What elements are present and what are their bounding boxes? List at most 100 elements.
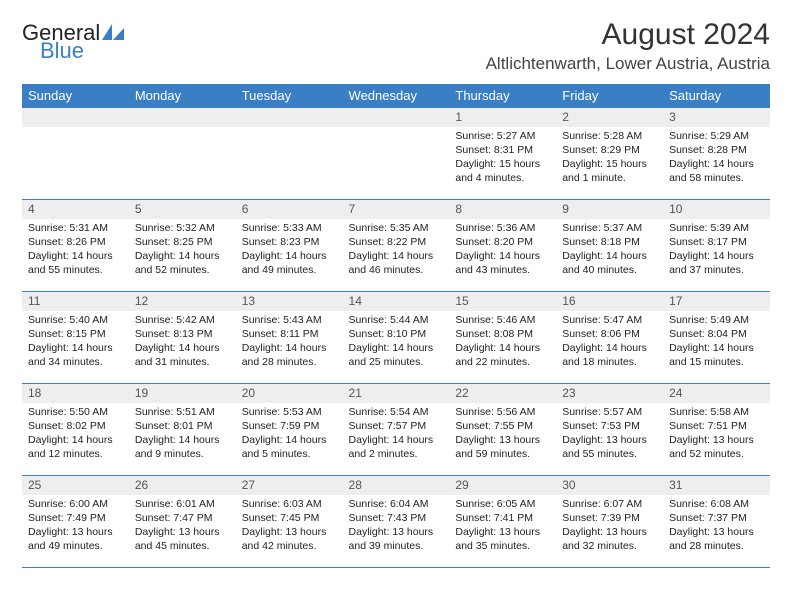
day-number: 9 — [556, 200, 663, 219]
calendar-cell — [22, 108, 129, 200]
day-number: 24 — [663, 384, 770, 403]
sunset-line: Sunset: 7:41 PM — [455, 512, 550, 525]
daylight-line1: Daylight: 14 hours — [562, 250, 657, 263]
cell-body: Sunrise: 6:08 AMSunset: 7:37 PMDaylight:… — [663, 495, 770, 559]
sunrise-line: Sunrise: 5:56 AM — [455, 406, 550, 419]
sunset-line: Sunset: 7:49 PM — [28, 512, 123, 525]
day-number-empty — [129, 108, 236, 127]
daylight-line2: and 52 minutes. — [669, 448, 764, 461]
cell-body: Sunrise: 5:32 AMSunset: 8:25 PMDaylight:… — [129, 219, 236, 283]
calendar-cell: 8Sunrise: 5:36 AMSunset: 8:20 PMDaylight… — [449, 200, 556, 292]
day-number: 4 — [22, 200, 129, 219]
location: Altlichtenwarth, Lower Austria, Austria — [486, 54, 770, 74]
daylight-line2: and 55 minutes. — [562, 448, 657, 461]
daylight-line2: and 32 minutes. — [562, 540, 657, 553]
daylight-line1: Daylight: 14 hours — [349, 250, 444, 263]
sunset-line: Sunset: 8:20 PM — [455, 236, 550, 249]
sunset-line: Sunset: 8:08 PM — [455, 328, 550, 341]
calendar-cell: 6Sunrise: 5:33 AMSunset: 8:23 PMDaylight… — [236, 200, 343, 292]
daylight-line1: Daylight: 13 hours — [562, 434, 657, 447]
sunrise-line: Sunrise: 5:36 AM — [455, 222, 550, 235]
sunset-line: Sunset: 8:06 PM — [562, 328, 657, 341]
sunrise-line: Sunrise: 5:46 AM — [455, 314, 550, 327]
daylight-line2: and 25 minutes. — [349, 356, 444, 369]
daylight-line1: Daylight: 15 hours — [562, 158, 657, 171]
day-number: 3 — [663, 108, 770, 127]
cell-body: Sunrise: 5:46 AMSunset: 8:08 PMDaylight:… — [449, 311, 556, 375]
daylight-line1: Daylight: 14 hours — [242, 250, 337, 263]
cell-body: Sunrise: 6:04 AMSunset: 7:43 PMDaylight:… — [343, 495, 450, 559]
cell-body: Sunrise: 5:51 AMSunset: 8:01 PMDaylight:… — [129, 403, 236, 467]
calendar-cell: 26Sunrise: 6:01 AMSunset: 7:47 PMDayligh… — [129, 476, 236, 568]
daylight-line1: Daylight: 13 hours — [562, 526, 657, 539]
cell-body: Sunrise: 6:05 AMSunset: 7:41 PMDaylight:… — [449, 495, 556, 559]
calendar-cell: 18Sunrise: 5:50 AMSunset: 8:02 PMDayligh… — [22, 384, 129, 476]
cell-body: Sunrise: 5:54 AMSunset: 7:57 PMDaylight:… — [343, 403, 450, 467]
cell-body: Sunrise: 6:03 AMSunset: 7:45 PMDaylight:… — [236, 495, 343, 559]
calendar-cell: 7Sunrise: 5:35 AMSunset: 8:22 PMDaylight… — [343, 200, 450, 292]
calendar-body: 1Sunrise: 5:27 AMSunset: 8:31 PMDaylight… — [22, 108, 770, 568]
calendar-cell: 29Sunrise: 6:05 AMSunset: 7:41 PMDayligh… — [449, 476, 556, 568]
sunrise-line: Sunrise: 5:40 AM — [28, 314, 123, 327]
sunrise-line: Sunrise: 5:50 AM — [28, 406, 123, 419]
cell-body: Sunrise: 5:53 AMSunset: 7:59 PMDaylight:… — [236, 403, 343, 467]
daylight-line2: and 15 minutes. — [669, 356, 764, 369]
day-number: 17 — [663, 292, 770, 311]
sunrise-line: Sunrise: 5:28 AM — [562, 130, 657, 143]
daylight-line2: and 35 minutes. — [455, 540, 550, 553]
cell-body: Sunrise: 5:28 AMSunset: 8:29 PMDaylight:… — [556, 127, 663, 191]
calendar-row: 11Sunrise: 5:40 AMSunset: 8:15 PMDayligh… — [22, 292, 770, 384]
cell-body: Sunrise: 5:50 AMSunset: 8:02 PMDaylight:… — [22, 403, 129, 467]
sunrise-line: Sunrise: 6:08 AM — [669, 498, 764, 511]
calendar-cell: 27Sunrise: 6:03 AMSunset: 7:45 PMDayligh… — [236, 476, 343, 568]
sunrise-line: Sunrise: 6:00 AM — [28, 498, 123, 511]
daylight-line2: and 31 minutes. — [135, 356, 230, 369]
calendar-cell: 24Sunrise: 5:58 AMSunset: 7:51 PMDayligh… — [663, 384, 770, 476]
daylight-line2: and 37 minutes. — [669, 264, 764, 277]
sunset-line: Sunset: 8:11 PM — [242, 328, 337, 341]
calendar-cell: 9Sunrise: 5:37 AMSunset: 8:18 PMDaylight… — [556, 200, 663, 292]
daylight-line1: Daylight: 15 hours — [455, 158, 550, 171]
sunset-line: Sunset: 8:26 PM — [28, 236, 123, 249]
calendar-cell: 28Sunrise: 6:04 AMSunset: 7:43 PMDayligh… — [343, 476, 450, 568]
daylight-line1: Daylight: 13 hours — [669, 434, 764, 447]
daylight-line2: and 59 minutes. — [455, 448, 550, 461]
calendar-cell: 25Sunrise: 6:00 AMSunset: 7:49 PMDayligh… — [22, 476, 129, 568]
sunrise-line: Sunrise: 5:31 AM — [28, 222, 123, 235]
daylight-line1: Daylight: 14 hours — [455, 250, 550, 263]
calendar-cell: 16Sunrise: 5:47 AMSunset: 8:06 PMDayligh… — [556, 292, 663, 384]
day-number: 21 — [343, 384, 450, 403]
cell-body: Sunrise: 5:42 AMSunset: 8:13 PMDaylight:… — [129, 311, 236, 375]
sunrise-line: Sunrise: 5:35 AM — [349, 222, 444, 235]
calendar-cell: 11Sunrise: 5:40 AMSunset: 8:15 PMDayligh… — [22, 292, 129, 384]
sunset-line: Sunset: 8:29 PM — [562, 144, 657, 157]
daylight-line1: Daylight: 14 hours — [562, 342, 657, 355]
daylight-line2: and 34 minutes. — [28, 356, 123, 369]
sunset-line: Sunset: 7:43 PM — [349, 512, 444, 525]
daylight-line1: Daylight: 14 hours — [135, 434, 230, 447]
daylight-line1: Daylight: 13 hours — [455, 434, 550, 447]
calendar-cell: 10Sunrise: 5:39 AMSunset: 8:17 PMDayligh… — [663, 200, 770, 292]
calendar-row: 18Sunrise: 5:50 AMSunset: 8:02 PMDayligh… — [22, 384, 770, 476]
logo-text-block: General Blue — [22, 22, 124, 62]
sunrise-line: Sunrise: 5:44 AM — [349, 314, 444, 327]
daylight-line1: Daylight: 14 hours — [349, 342, 444, 355]
sunset-line: Sunset: 8:15 PM — [28, 328, 123, 341]
dayhead-sun: Sunday — [22, 84, 129, 108]
sunset-line: Sunset: 7:53 PM — [562, 420, 657, 433]
logo: General Blue — [22, 18, 124, 62]
sunrise-line: Sunrise: 5:39 AM — [669, 222, 764, 235]
daylight-line2: and 28 minutes. — [242, 356, 337, 369]
calendar-cell: 30Sunrise: 6:07 AMSunset: 7:39 PMDayligh… — [556, 476, 663, 568]
daylight-line1: Daylight: 14 hours — [242, 342, 337, 355]
cell-body: Sunrise: 5:33 AMSunset: 8:23 PMDaylight:… — [236, 219, 343, 283]
dayhead-mon: Monday — [129, 84, 236, 108]
calendar-cell: 3Sunrise: 5:29 AMSunset: 8:28 PMDaylight… — [663, 108, 770, 200]
cell-body: Sunrise: 5:56 AMSunset: 7:55 PMDaylight:… — [449, 403, 556, 467]
sunset-line: Sunset: 8:01 PM — [135, 420, 230, 433]
day-number: 27 — [236, 476, 343, 495]
calendar-cell — [343, 108, 450, 200]
daylight-line1: Daylight: 14 hours — [28, 250, 123, 263]
cell-body: Sunrise: 5:36 AMSunset: 8:20 PMDaylight:… — [449, 219, 556, 283]
day-number: 7 — [343, 200, 450, 219]
